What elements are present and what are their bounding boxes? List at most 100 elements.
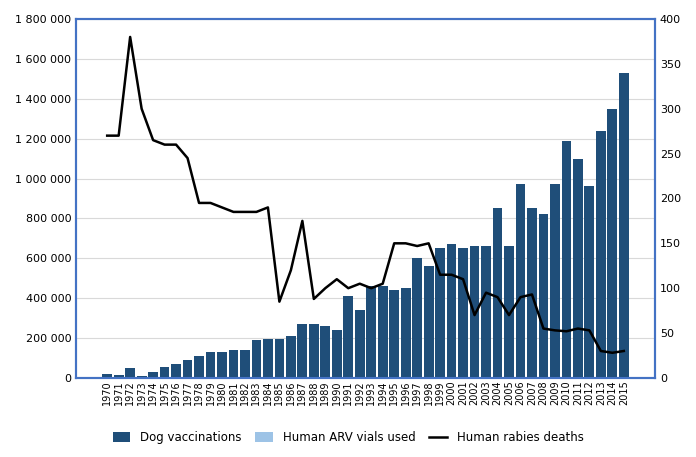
Human rabies deaths (275, 299, 283, 304)
Bar (228, 350, 238, 378)
Legend: Dog vaccinations, Human ARV vials used, Human rabies deaths: Dog vaccinations, Human ARV vials used, … (108, 426, 588, 449)
Bar (159, 367, 169, 378)
Human rabies deaths (264, 205, 272, 210)
Bar (355, 360, 365, 378)
Human rabies deaths (402, 240, 410, 246)
Bar (102, 374, 112, 378)
Human rabies deaths (470, 313, 479, 318)
Bar (194, 356, 204, 378)
Bar (366, 286, 376, 378)
Bar (412, 328, 422, 378)
Human rabies deaths (149, 138, 157, 143)
Human rabies deaths (241, 209, 249, 215)
Human rabies deaths (425, 240, 433, 246)
Bar (516, 308, 525, 378)
Human rabies deaths (482, 290, 490, 295)
Bar (619, 73, 628, 378)
Bar (585, 326, 594, 378)
Bar (332, 330, 342, 378)
Human rabies deaths (287, 267, 295, 273)
Bar (550, 324, 560, 378)
Bar (596, 314, 606, 378)
Bar (481, 246, 491, 378)
Bar (182, 360, 192, 378)
Human rabies deaths (448, 272, 456, 277)
Human rabies deaths (218, 205, 226, 210)
Bar (562, 324, 571, 378)
Bar (608, 109, 617, 378)
Human rabies deaths (206, 200, 214, 206)
Human rabies deaths (229, 209, 237, 215)
Line: Human rabies deaths: Human rabies deaths (107, 37, 624, 353)
Bar (424, 322, 434, 378)
Bar (539, 214, 548, 378)
Human rabies deaths (413, 243, 421, 249)
Human rabies deaths (183, 155, 191, 161)
Bar (516, 185, 525, 378)
Bar (401, 326, 411, 378)
Human rabies deaths (114, 133, 122, 138)
Bar (573, 324, 583, 378)
Bar (435, 320, 445, 378)
Human rabies deaths (195, 200, 203, 206)
Bar (136, 376, 146, 378)
Human rabies deaths (344, 286, 352, 291)
Bar (125, 368, 135, 378)
Human rabies deaths (379, 281, 387, 287)
Human rabies deaths (516, 294, 525, 300)
Bar (619, 366, 628, 378)
Bar (297, 324, 307, 378)
Human rabies deaths (505, 313, 513, 318)
Human rabies deaths (619, 348, 628, 354)
Human rabies deaths (160, 142, 168, 147)
Human rabies deaths (608, 350, 617, 356)
Bar (493, 208, 503, 378)
Bar (481, 278, 491, 378)
Bar (389, 290, 399, 378)
Bar (205, 352, 215, 378)
Bar (320, 326, 330, 378)
Bar (504, 246, 514, 378)
Bar (251, 340, 261, 378)
Human rabies deaths (333, 276, 341, 282)
Bar (389, 328, 399, 378)
Human rabies deaths (390, 240, 398, 246)
Human rabies deaths (539, 326, 548, 331)
Bar (148, 372, 158, 378)
Bar (309, 324, 319, 378)
Bar (608, 314, 617, 378)
Bar (447, 308, 457, 378)
Human rabies deaths (551, 328, 559, 333)
Human rabies deaths (321, 286, 329, 291)
Human rabies deaths (356, 281, 364, 287)
Bar (573, 159, 583, 378)
Human rabies deaths (436, 272, 444, 277)
Human rabies deaths (298, 218, 306, 223)
Bar (504, 274, 514, 378)
Human rabies deaths (459, 276, 467, 282)
Bar (596, 131, 606, 378)
Bar (378, 286, 388, 378)
Bar (355, 310, 365, 378)
Bar (401, 288, 411, 378)
Human rabies deaths (137, 106, 145, 112)
Human rabies deaths (172, 142, 180, 147)
Bar (113, 375, 124, 378)
Bar (539, 292, 548, 378)
Human rabies deaths (574, 326, 582, 331)
Bar (447, 244, 457, 378)
Bar (274, 339, 284, 378)
Human rabies deaths (562, 329, 571, 334)
Bar (458, 264, 468, 378)
Human rabies deaths (126, 34, 134, 40)
Bar (470, 282, 480, 378)
Bar (585, 186, 594, 378)
Bar (171, 364, 181, 378)
Bar (562, 141, 571, 378)
Bar (527, 316, 537, 378)
Bar (240, 350, 250, 378)
Human rabies deaths (528, 292, 536, 297)
Bar (493, 292, 503, 378)
Bar (435, 248, 445, 378)
Human rabies deaths (493, 294, 502, 300)
